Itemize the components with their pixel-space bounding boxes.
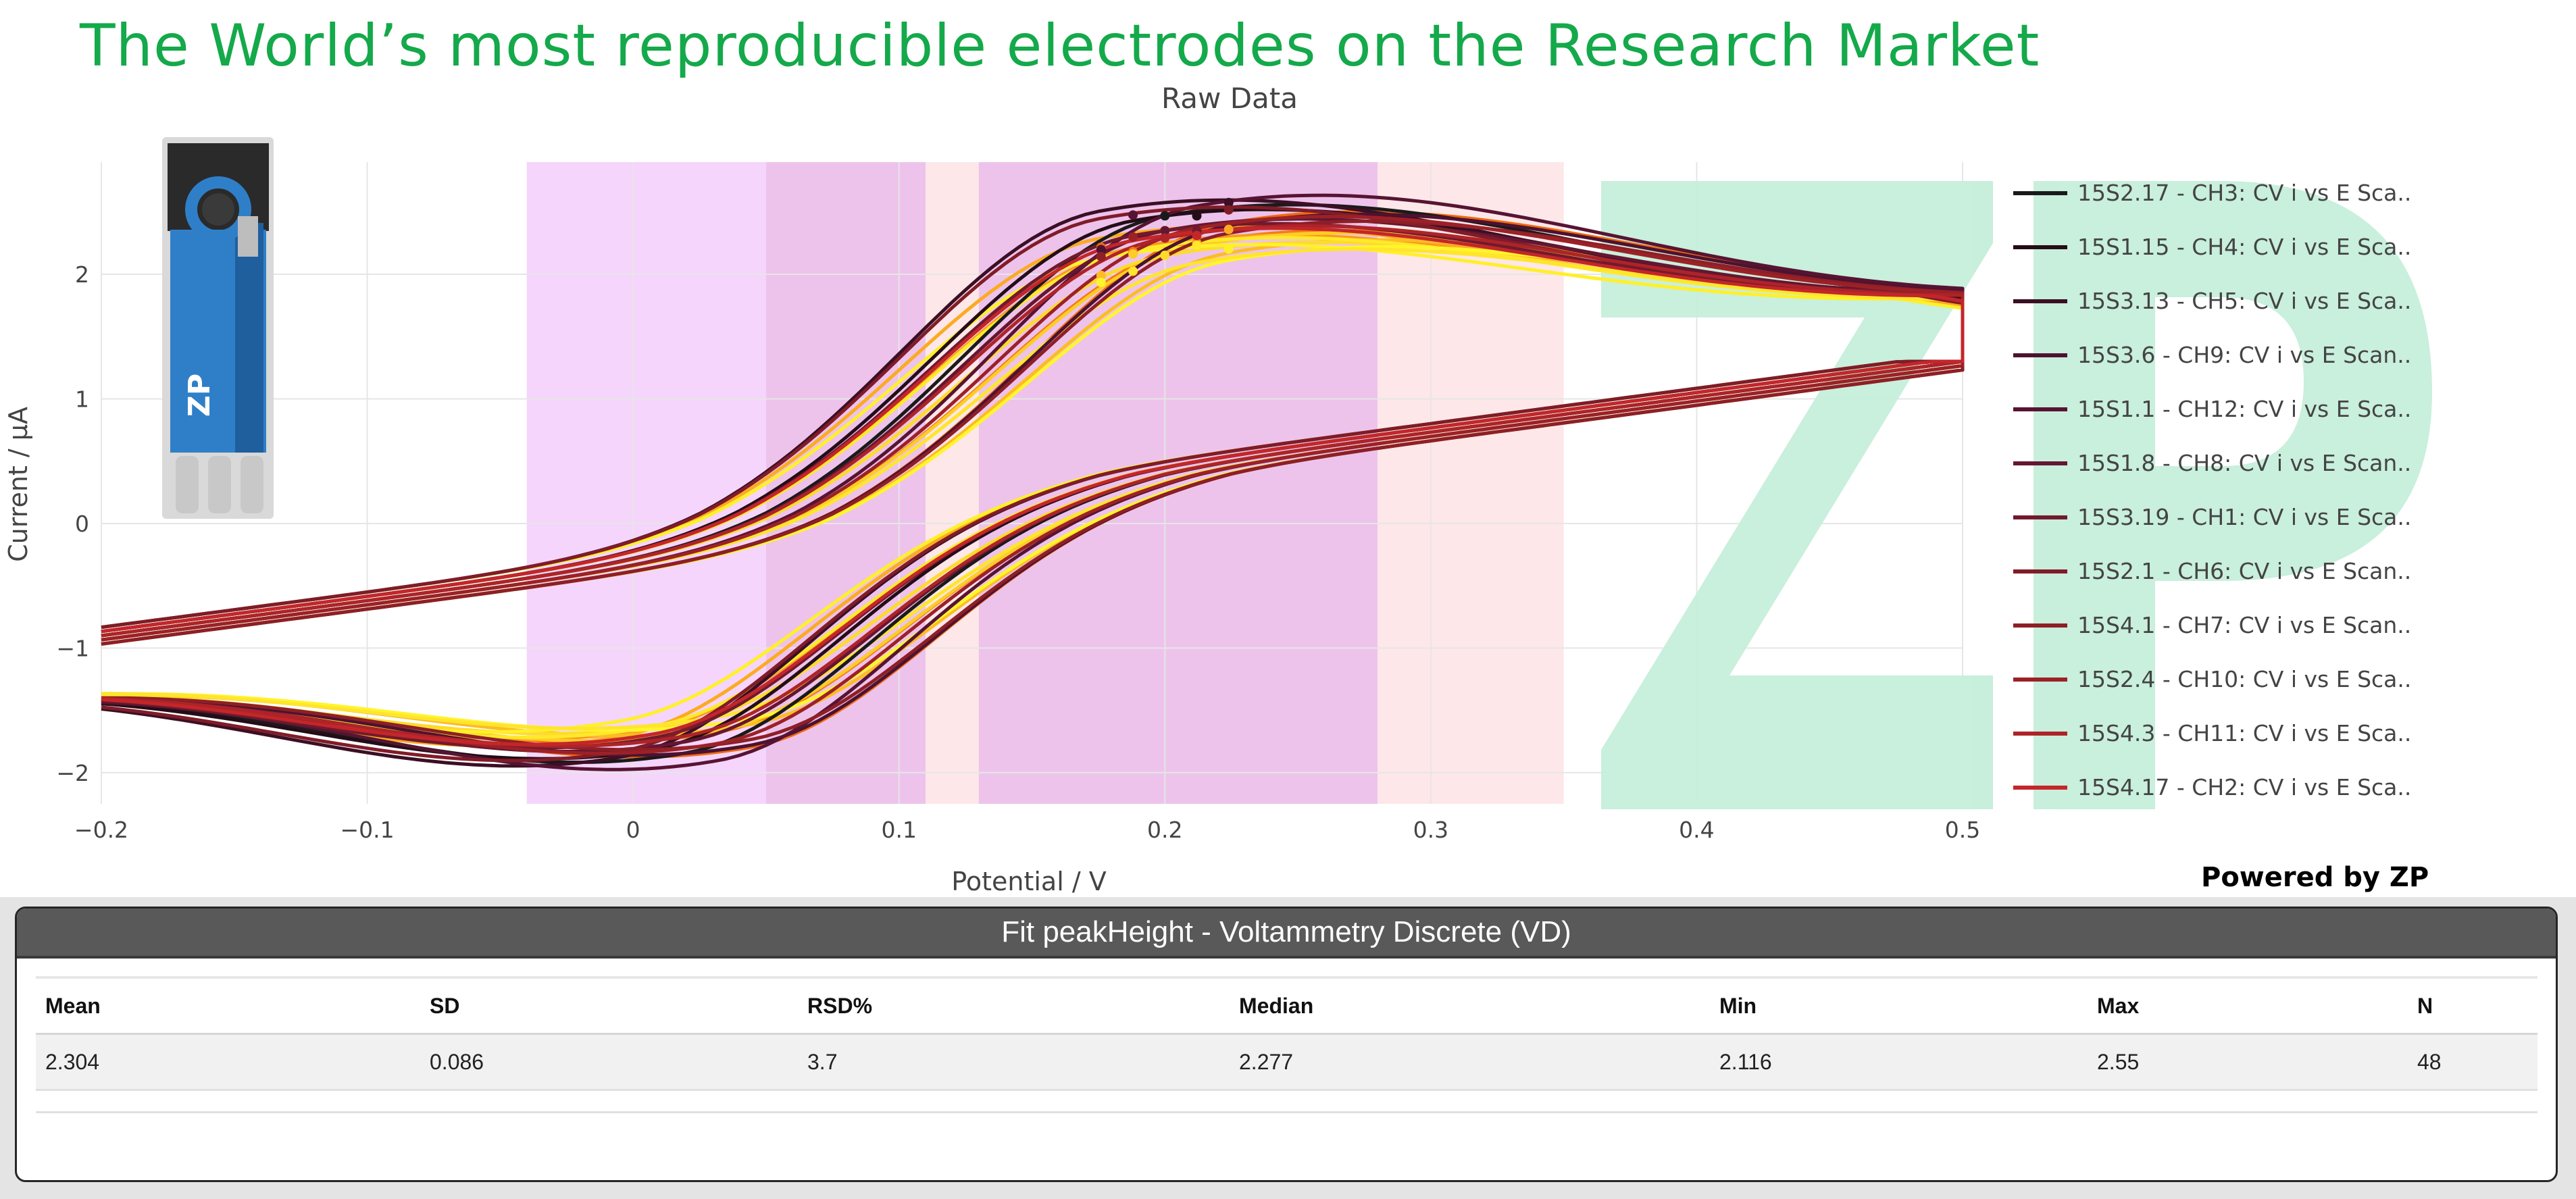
peak-marker <box>1223 224 1234 234</box>
cv-traces <box>101 193 1965 771</box>
x-tick-label: 0.2 <box>1147 817 1182 843</box>
legend-item-label: 15S1.1 - CH12: CV i vs E Sca.. <box>2077 396 2411 422</box>
cv-chart: −0.2 −0.1 0 0.1 0.2 0.3 0.4 0.5 −2 −1 0 1 2 Raw Dat… <box>3 82 2432 896</box>
legend-item-label: 15S4.1 - CH7: CV i vs E Scan.. <box>2077 612 2411 638</box>
legend-item-label: 15S3.13 - CH5: CV i vs E Sca.. <box>2077 288 2411 314</box>
y-tick-label: −1 <box>56 635 89 661</box>
stats-title: Fit peakHeight - Voltammetry Discrete (V… <box>17 909 2556 959</box>
x-tick-label: 0 <box>626 817 640 843</box>
peak-marker <box>1223 244 1234 254</box>
peak-marker <box>1128 249 1138 259</box>
col-rsd: RSD% <box>798 976 1230 1035</box>
electrode-image: ZP <box>162 137 274 519</box>
cell-max: 2.55 <box>2088 1034 2408 1091</box>
x-tick-label: 0.3 <box>1413 817 1448 843</box>
peak-marker <box>1192 230 1202 240</box>
legend-item-label: 15S2.4 - CH10: CV i vs E Sca.. <box>2077 666 2411 692</box>
x-tick-label: 0.4 <box>1679 817 1714 843</box>
zp-watermark <box>1601 181 2432 809</box>
peak-marker <box>1160 226 1170 236</box>
peak-marker <box>1128 266 1138 276</box>
x-tick-label: −0.2 <box>74 817 128 843</box>
shaded-region-3 <box>926 162 979 804</box>
col-min: Min <box>1710 976 2088 1035</box>
peak-marker <box>1223 205 1234 215</box>
stats-table: Mean SD RSD% Median Min Max N 2.304 0.08… <box>36 976 2537 1113</box>
col-max: Max <box>2088 976 2408 1035</box>
cell-median: 2.277 <box>1230 1034 1710 1091</box>
peak-marker <box>1223 197 1234 207</box>
x-tick-label: 0.1 <box>881 817 916 843</box>
legend-item-label: 15S1.15 - CH4: CV i vs E Sca.. <box>2077 234 2411 260</box>
legend-item-label: 15S2.17 - CH3: CV i vs E Sca.. <box>2077 180 2411 206</box>
cell-sd: 0.086 <box>420 1034 798 1091</box>
series-line <box>101 226 1965 746</box>
col-n: N <box>2408 976 2537 1035</box>
peak-marker <box>1128 232 1138 242</box>
legend: 15S2.17 - CH3: CV i vs E Sca.. 15S1.15 - … <box>2013 180 2411 800</box>
peak-marker <box>1096 245 1106 255</box>
headline: The World’s most reproducible electrodes… <box>80 12 2040 80</box>
shaded-region-1 <box>526 162 766 804</box>
cell-n: 48 <box>2408 1034 2537 1091</box>
y-tick-label: 2 <box>75 261 89 288</box>
legend-item-label: 15S4.17 - CH2: CV i vs E Sca.. <box>2077 774 2411 800</box>
x-axis-label: Potential / V <box>951 867 1106 896</box>
peak-marker <box>1096 278 1106 288</box>
shaded-region-4 <box>978 162 1378 804</box>
peak-markers <box>1096 197 1234 288</box>
x-tick-label: 0.5 <box>1945 817 1980 843</box>
x-tick-label: −0.1 <box>340 817 395 843</box>
peak-marker <box>1096 270 1106 280</box>
peak-marker <box>1192 211 1202 221</box>
cell-min: 2.116 <box>1710 1034 2088 1091</box>
legend-item-label: 15S3.6 - CH9: CV i vs E Scan.. <box>2077 342 2411 368</box>
peak-marker <box>1192 240 1202 251</box>
powered-by-label: Powered by ZP <box>2201 862 2429 893</box>
peak-marker <box>1128 210 1138 220</box>
legend-item-label: 15S4.3 - CH11: CV i vs E Sca.. <box>2077 720 2411 746</box>
table-row-spacer <box>36 1090 2537 1113</box>
y-tick-label: −2 <box>56 760 89 786</box>
peak-marker <box>1160 211 1170 221</box>
legend-item-label: 15S3.19 - CH1: CV i vs E Sca.. <box>2077 504 2411 530</box>
y-tick-label: 1 <box>75 386 89 412</box>
y-tick-label: 0 <box>75 511 89 537</box>
table-row: 2.304 0.086 3.7 2.277 2.116 2.55 48 <box>36 1034 2537 1091</box>
stats-panel: Fit peakHeight - Voltammetry Discrete (V… <box>15 907 2558 1182</box>
stats-header-row: Mean SD RSD% Median Min Max N <box>36 976 2537 1035</box>
peak-marker <box>1096 251 1106 261</box>
y-tick-labels: −2 −1 0 1 2 <box>56 261 89 786</box>
col-sd: SD <box>420 976 798 1035</box>
electrode-label: ZP <box>182 374 217 417</box>
legend-item-label: 15S1.8 - CH8: CV i vs E Scan.. <box>2077 450 2411 476</box>
peak-marker <box>1160 233 1170 243</box>
col-median: Median <box>1230 976 1710 1035</box>
y-axis-label: Current / µA <box>3 407 33 562</box>
col-mean: Mean <box>36 976 420 1035</box>
chart-title: Raw Data <box>1161 82 1298 115</box>
peak-marker <box>1160 251 1170 261</box>
cell-rsd: 3.7 <box>798 1034 1230 1091</box>
legend-item-label: 15S2.1 - CH6: CV i vs E Scan.. <box>2077 558 2411 584</box>
cell-mean: 2.304 <box>36 1034 420 1091</box>
x-tick-labels: −0.2 −0.1 0 0.1 0.2 0.3 0.4 0.5 <box>74 817 1980 843</box>
